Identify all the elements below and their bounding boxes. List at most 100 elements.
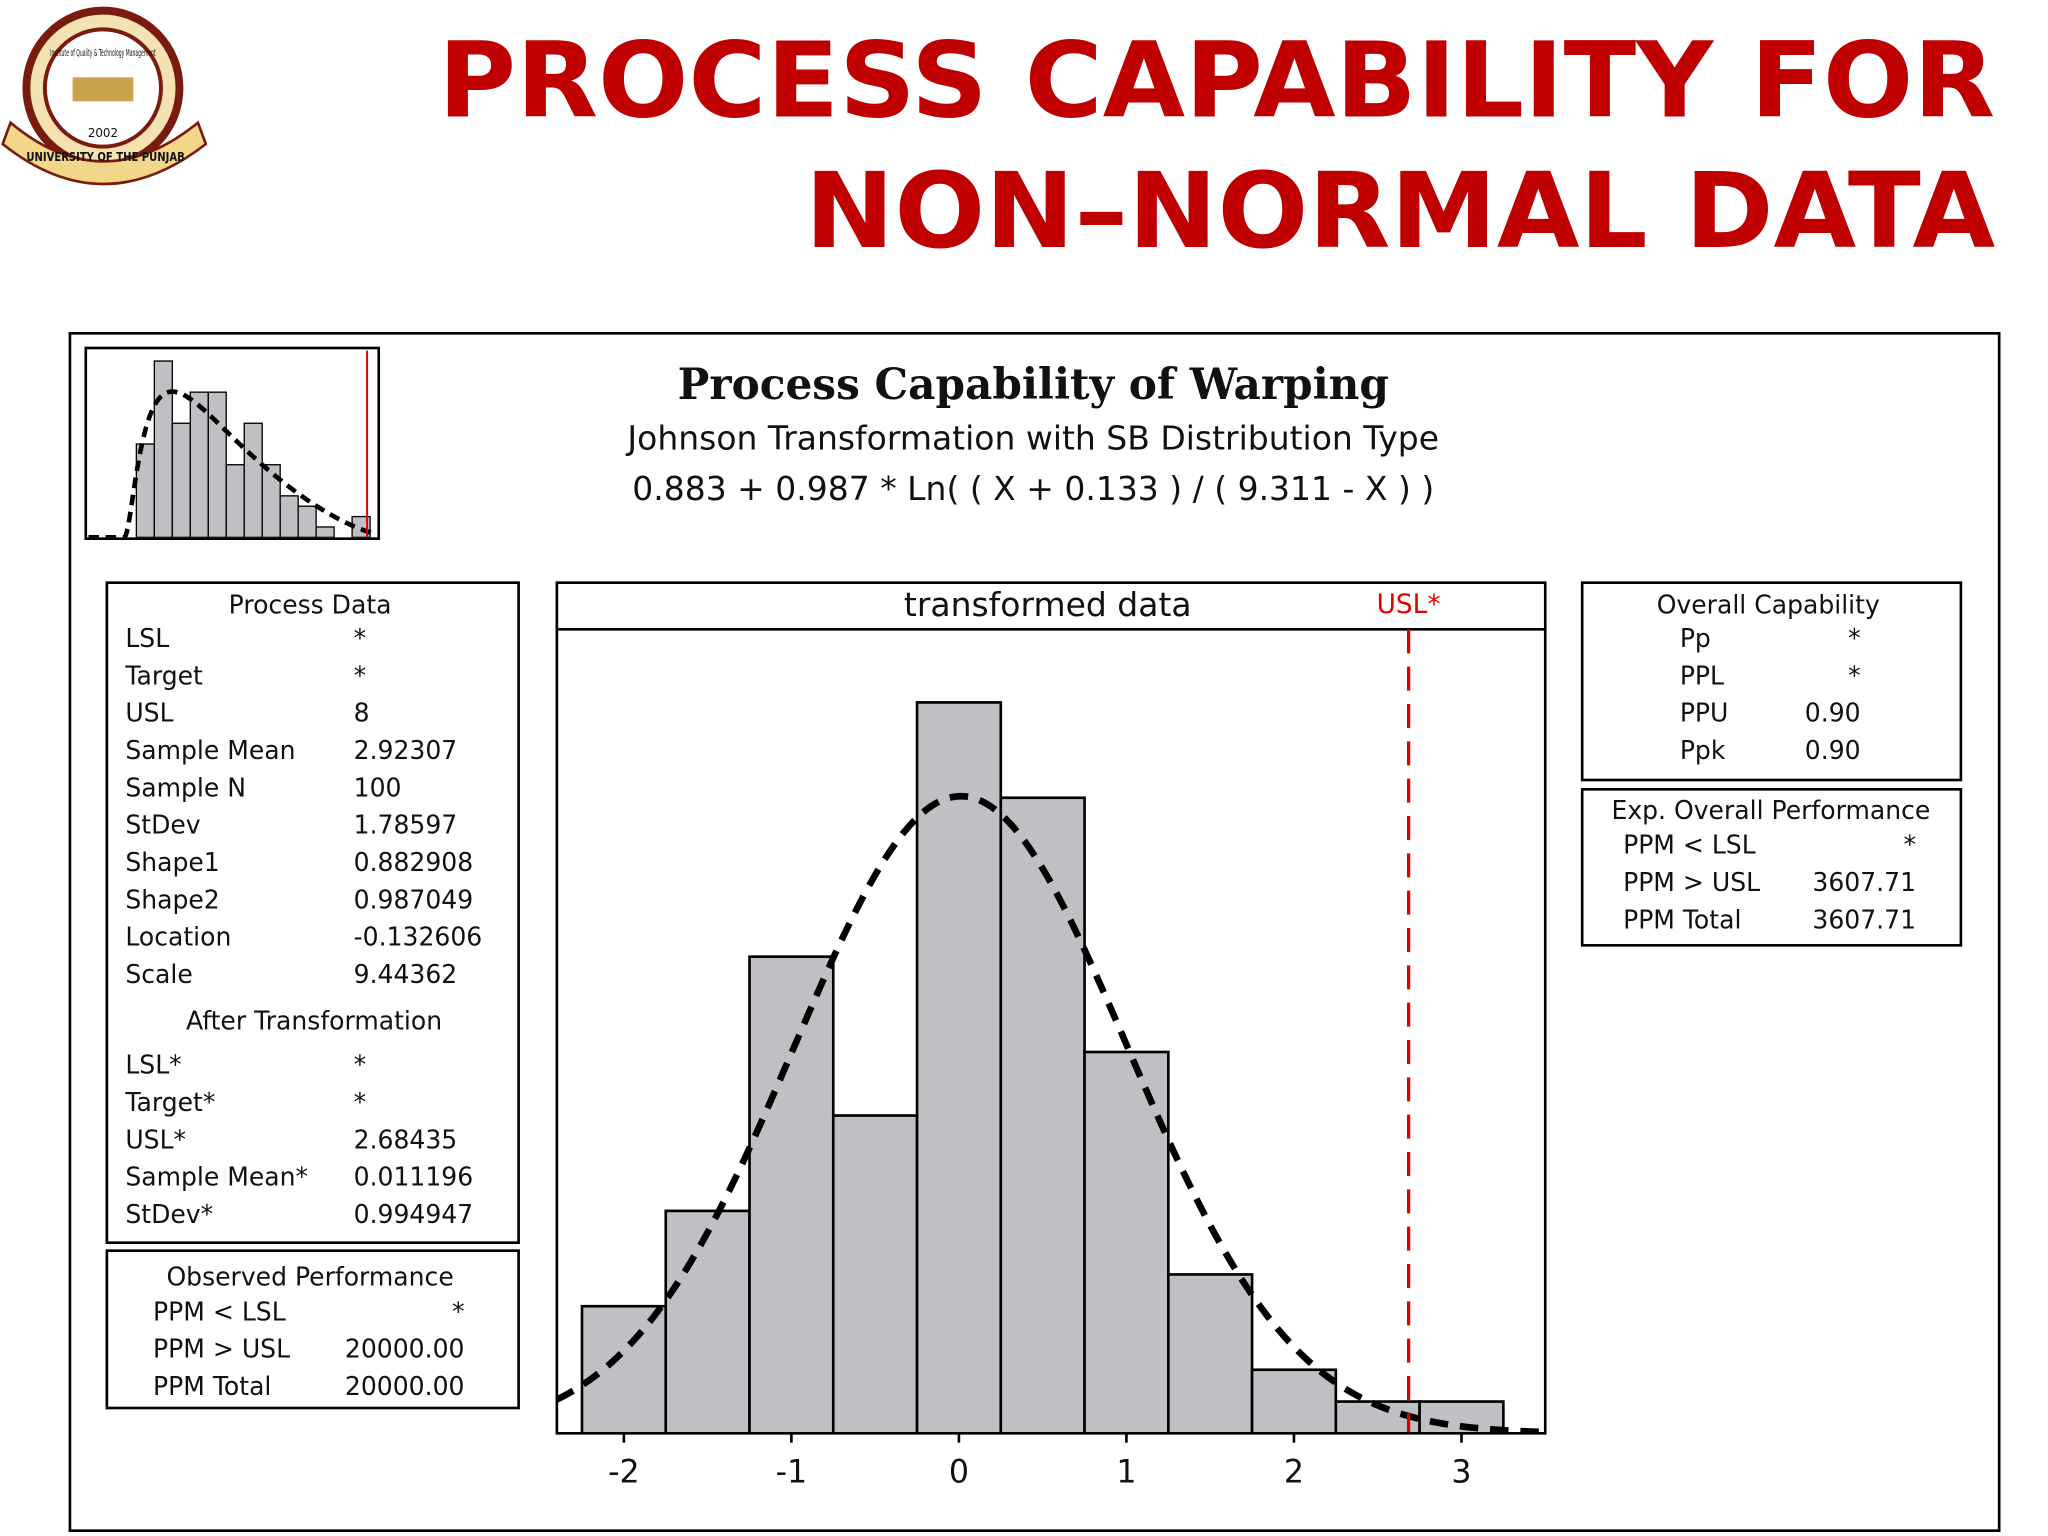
row-label: Shape1 bbox=[125, 848, 219, 877]
table-box bbox=[105, 1249, 520, 1410]
table-title: After Transformation bbox=[186, 1007, 442, 1036]
row-value: 0.90 bbox=[1805, 699, 1861, 728]
x-tick-label: 0 bbox=[949, 1452, 969, 1490]
chart-title: Process Capability of Warping bbox=[678, 360, 1389, 410]
logo-year: 2002 bbox=[88, 126, 118, 140]
bar bbox=[580, 1304, 668, 1434]
ref-label: USL* bbox=[1377, 589, 1441, 620]
bar bbox=[153, 360, 173, 538]
row-value: 2.68435 bbox=[354, 1125, 458, 1154]
row-label: PPM Total bbox=[1623, 905, 1741, 934]
plot bbox=[556, 701, 1546, 1434]
row-value: 20000.00 bbox=[345, 1372, 465, 1401]
x-tick-label: 3 bbox=[1451, 1452, 1471, 1490]
row-value: 0.882908 bbox=[354, 848, 474, 877]
bar bbox=[1250, 1368, 1338, 1434]
table-box bbox=[1580, 581, 1963, 782]
plot bbox=[88, 360, 377, 538]
row-label: Scale bbox=[125, 960, 192, 989]
row-label: Target* bbox=[124, 1088, 215, 1117]
panel-title: transformed data bbox=[904, 585, 1192, 624]
bar bbox=[243, 422, 263, 538]
bar bbox=[207, 391, 227, 538]
row-label: Sample Mean* bbox=[125, 1163, 308, 1192]
row-value: * bbox=[354, 661, 367, 690]
row-value: -0.132606 bbox=[354, 923, 483, 952]
slide-title: PROCESS CAPABILITY FOR bbox=[438, 21, 1995, 142]
row-value: 9.44362 bbox=[354, 960, 458, 989]
row-label: PPM < LSL bbox=[1623, 831, 1756, 860]
row-value: 0.987049 bbox=[354, 885, 474, 914]
slide-title: NON–NORMAL DATA bbox=[805, 152, 1995, 273]
logo-institute: Institute of Quality & Technology Manage… bbox=[50, 48, 156, 59]
row-value: * bbox=[452, 1297, 465, 1326]
row-value: 20000.00 bbox=[345, 1335, 465, 1364]
x-tick-label: 2 bbox=[1284, 1452, 1304, 1490]
row-value: * bbox=[354, 1088, 367, 1117]
fit-curve bbox=[556, 792, 1546, 1434]
bar bbox=[915, 701, 1003, 1434]
bar bbox=[831, 1114, 919, 1434]
row-value: 0.011196 bbox=[354, 1163, 474, 1192]
bar bbox=[999, 796, 1086, 1434]
x-tick-label: -2 bbox=[608, 1452, 640, 1490]
row-value: 8 bbox=[354, 699, 370, 728]
logo-ribbon bbox=[1, 120, 208, 186]
row-label: Location bbox=[125, 923, 231, 952]
table-title: Overall Capability bbox=[1657, 591, 1880, 620]
bar bbox=[225, 464, 245, 538]
chart-subtitle: Johnson Transformation with SB Distribut… bbox=[625, 418, 1439, 457]
bar bbox=[748, 955, 835, 1434]
row-label: PPM > USL bbox=[153, 1335, 290, 1364]
x-tick-label: -1 bbox=[776, 1452, 808, 1490]
row-label: StDev bbox=[125, 811, 200, 840]
logo-factory bbox=[72, 77, 134, 102]
row-label: LSL* bbox=[125, 1051, 181, 1080]
row-value: 3607.71 bbox=[1812, 905, 1916, 934]
row-label: PPM < LSL bbox=[153, 1297, 286, 1326]
row-value: 3607.71 bbox=[1812, 868, 1916, 897]
row-value: 100 bbox=[354, 773, 402, 802]
row-value: * bbox=[1848, 661, 1861, 690]
bar bbox=[171, 422, 191, 538]
row-label: PPM Total bbox=[153, 1372, 271, 1401]
row-value: 2.92307 bbox=[354, 736, 458, 765]
row-label: PPL bbox=[1680, 661, 1724, 690]
bar bbox=[279, 495, 299, 538]
bar bbox=[135, 443, 155, 538]
axis bbox=[555, 629, 1547, 1435]
panel-header bbox=[555, 581, 1547, 631]
row-label: LSL bbox=[125, 624, 169, 653]
row-value: * bbox=[1848, 624, 1861, 653]
bar bbox=[1083, 1050, 1170, 1434]
bar bbox=[315, 526, 335, 538]
table-box bbox=[105, 581, 520, 1244]
logo-university: UNIVERSITY OF THE PUNJAB bbox=[26, 150, 184, 164]
chart-frame bbox=[68, 332, 2001, 1532]
bar bbox=[189, 391, 209, 538]
row-label: Ppk bbox=[1680, 736, 1726, 765]
row-label: Shape2 bbox=[125, 885, 219, 914]
row-label: Pp bbox=[1680, 624, 1711, 653]
bar bbox=[297, 505, 317, 538]
table-title: Process Data bbox=[229, 591, 392, 620]
row-label: USL bbox=[125, 699, 173, 728]
row-value: 1.78597 bbox=[354, 811, 458, 840]
row-value: 0.994947 bbox=[354, 1200, 474, 1229]
row-label: Target bbox=[124, 661, 203, 690]
row-label: Sample N bbox=[125, 773, 246, 802]
bar bbox=[1166, 1273, 1254, 1434]
row-value: 0.90 bbox=[1805, 736, 1861, 765]
row-value: * bbox=[354, 624, 367, 653]
table-title: Observed Performance bbox=[166, 1263, 453, 1292]
row-label: StDev* bbox=[125, 1200, 213, 1229]
row-label: Sample Mean bbox=[125, 736, 295, 765]
row-value: * bbox=[354, 1051, 367, 1080]
row-label: PPU bbox=[1680, 699, 1729, 728]
row-label: USL* bbox=[125, 1125, 186, 1154]
logo: Institute of Quality & Technology Manage… bbox=[1, 6, 208, 186]
bar bbox=[664, 1209, 751, 1434]
x-tick-label: 1 bbox=[1116, 1452, 1136, 1490]
table-box bbox=[1580, 787, 1963, 947]
